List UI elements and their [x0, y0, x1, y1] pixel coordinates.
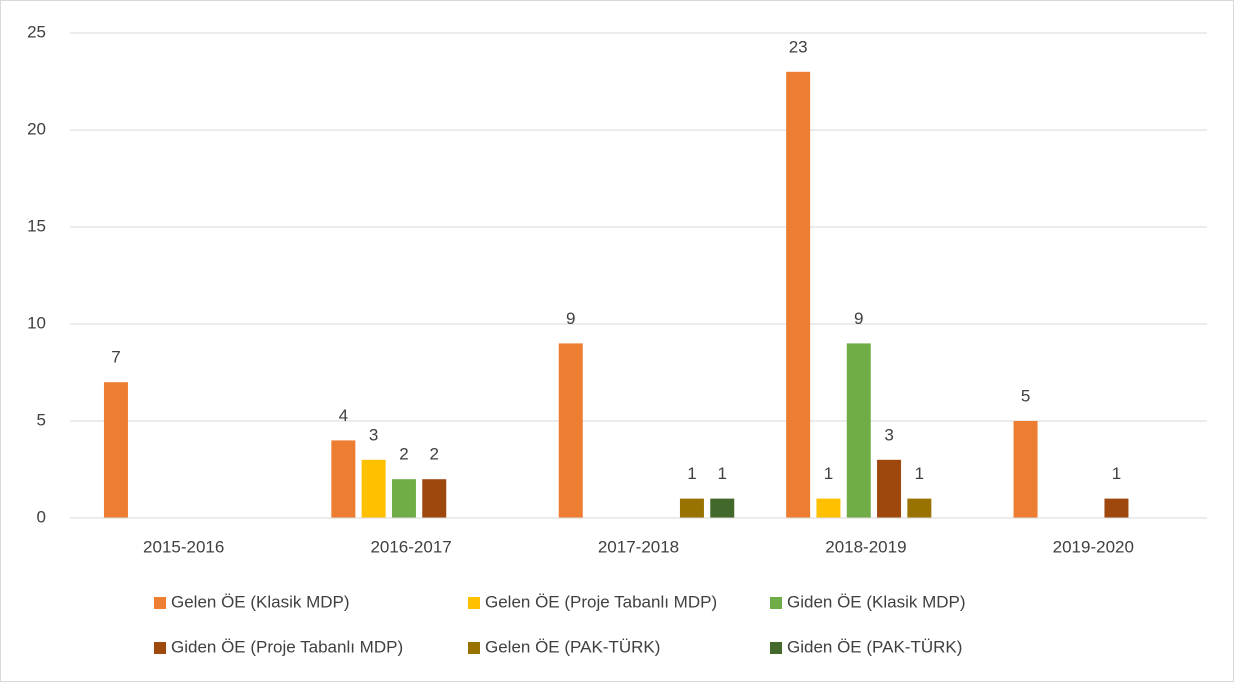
legend-label: Gelen ÖE (Klasik MDP): [171, 592, 350, 611]
y-tick-label: 25: [27, 22, 46, 41]
y-tick-label: 0: [37, 507, 46, 526]
data-label: 9: [566, 309, 575, 328]
bar: [1013, 421, 1038, 518]
legend-swatch: [468, 597, 480, 609]
bar: [558, 343, 583, 518]
x-tick-label: 2015-2016: [143, 537, 224, 556]
legend-label: Giden ÖE (Klasik MDP): [787, 592, 966, 611]
bar: [846, 343, 871, 518]
legend-swatch: [154, 597, 166, 609]
bar: [710, 498, 735, 518]
bar: [103, 382, 128, 518]
bar: [786, 71, 811, 519]
data-label: 1: [687, 464, 696, 483]
legend-swatch: [154, 642, 166, 654]
x-tick-label: 2019-2020: [1053, 537, 1134, 556]
data-label: 3: [884, 425, 893, 444]
legend-label: Gelen ÖE (Proje Tabanlı MDP): [485, 592, 717, 611]
data-label: 1: [1112, 464, 1121, 483]
x-tick-label: 2017-2018: [598, 537, 679, 556]
legend-label: Giden ÖE (PAK-TÜRK): [787, 637, 962, 656]
legend-swatch: [770, 642, 782, 654]
y-tick-label: 20: [27, 119, 46, 138]
bar: [877, 459, 902, 518]
data-label: 1: [718, 464, 727, 483]
y-tick-label: 10: [27, 313, 46, 332]
data-label: 2: [399, 445, 408, 464]
bar: [1104, 498, 1129, 518]
data-label: 2: [430, 445, 439, 464]
data-label: 1: [824, 464, 833, 483]
x-tick-label: 2018-2019: [825, 537, 906, 556]
data-label: 5: [1021, 386, 1030, 405]
bar: [816, 498, 841, 518]
legend-label: Giden ÖE (Proje Tabanlı MDP): [171, 637, 403, 656]
legend-swatch: [770, 597, 782, 609]
y-tick-label: 5: [37, 410, 46, 429]
legend-label: Gelen ÖE (PAK-TÜRK): [485, 637, 660, 656]
data-label: 3: [369, 425, 378, 444]
bar: [391, 479, 416, 518]
y-tick-label: 15: [27, 216, 46, 235]
data-label: 23: [789, 37, 808, 56]
x-tick-label: 2016-2017: [370, 537, 451, 556]
bar: [422, 479, 447, 518]
legend-swatch: [468, 642, 480, 654]
data-label: 1: [915, 464, 924, 483]
bar: [331, 440, 356, 518]
bar: [907, 498, 932, 518]
data-label: 9: [854, 309, 863, 328]
bar: [361, 459, 386, 518]
data-label: 7: [111, 348, 120, 367]
bar: [679, 498, 704, 518]
data-label: 4: [339, 406, 348, 425]
